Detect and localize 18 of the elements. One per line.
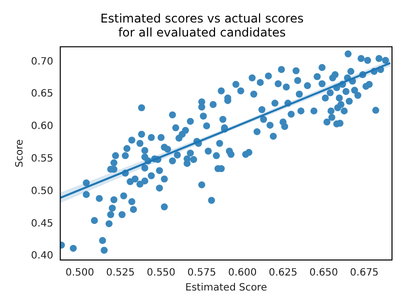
y-tick-label: 0.55 bbox=[31, 154, 54, 164]
x-tick-label: 0.550 bbox=[146, 268, 176, 279]
y-axis-title: Score bbox=[14, 139, 26, 168]
y-tick-label: 0.45 bbox=[31, 218, 54, 230]
x-axis-title: Estimated Score bbox=[185, 282, 267, 294]
x-tick-label: 0.600 bbox=[228, 268, 257, 279]
x-tick-label: 0.625 bbox=[268, 268, 298, 279]
x-tick-label: 0.675 bbox=[350, 268, 379, 279]
y-tick-label: 0.70 bbox=[31, 56, 54, 68]
y-tick-label: 0.50 bbox=[31, 186, 54, 197]
x-tick-label: 0.525 bbox=[106, 268, 135, 279]
x-tick-label: 0.500 bbox=[65, 268, 94, 279]
y-tick-label: 0.65 bbox=[31, 88, 54, 100]
x-tick-label: 0.575 bbox=[187, 268, 216, 279]
x-tick-label: 0.650 bbox=[309, 268, 338, 279]
y-tick-label: 0.40 bbox=[31, 250, 54, 262]
chart-title: Estimated scores vs actual scores for all evaluated candidates bbox=[100, 11, 304, 40]
y-tick-label: 0.60 bbox=[31, 121, 54, 132]
